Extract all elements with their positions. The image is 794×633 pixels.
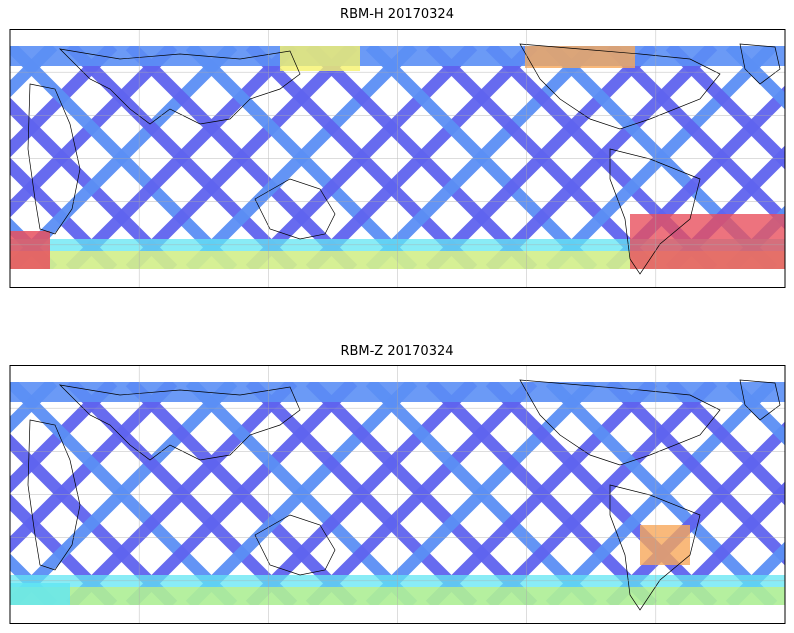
coastline bbox=[519, 379, 721, 466]
orbit-swath bbox=[425, 46, 658, 269]
orbit-swath bbox=[10, 46, 58, 98]
orbit-swath bbox=[65, 46, 298, 269]
orbit-swath bbox=[790, 46, 794, 269]
orbit-swath bbox=[125, 46, 358, 269]
orbit-swath bbox=[245, 382, 478, 605]
map-panel-bottom bbox=[9, 365, 794, 624]
orbit-swath bbox=[725, 382, 785, 446]
coastline bbox=[27, 419, 81, 571]
orbit-swath bbox=[125, 382, 358, 605]
panel-title-bottom: RBM-Z 20170324 bbox=[340, 344, 454, 359]
orbit-swath bbox=[305, 46, 538, 269]
orbit-swath bbox=[10, 46, 238, 269]
orbit-swath bbox=[10, 493, 118, 605]
orbit-swath bbox=[10, 553, 58, 605]
orbit-swath bbox=[365, 382, 598, 605]
map-panel-top bbox=[9, 29, 794, 288]
coastline bbox=[739, 379, 781, 421]
orbit-swath bbox=[10, 382, 58, 434]
coastlines bbox=[27, 43, 781, 275]
warm-region-north-2 bbox=[280, 46, 360, 71]
coastline bbox=[739, 43, 781, 85]
orbit-swath bbox=[605, 46, 785, 230]
orbit-swath bbox=[65, 382, 298, 605]
coastline bbox=[27, 83, 81, 235]
orbit-swath bbox=[10, 97, 178, 269]
coastline bbox=[254, 178, 336, 240]
orbit-swath bbox=[185, 382, 418, 605]
orbit-swath bbox=[10, 46, 118, 158]
warm-region-east bbox=[640, 525, 690, 565]
coastline bbox=[609, 148, 701, 275]
cool-region-west bbox=[10, 583, 70, 605]
gridlines bbox=[10, 365, 785, 624]
orbit-swath bbox=[245, 46, 478, 269]
orbit-swath bbox=[305, 382, 538, 605]
orbit-swath bbox=[605, 382, 785, 566]
map-frame bbox=[9, 29, 786, 288]
orbit-swath bbox=[725, 541, 785, 605]
coastline bbox=[58, 384, 301, 461]
orbit-swath bbox=[790, 46, 794, 269]
orbit-swath bbox=[10, 157, 118, 269]
orbit-swath bbox=[10, 433, 178, 605]
orbit-swath bbox=[10, 382, 118, 494]
coastline bbox=[254, 514, 336, 576]
hot-region-west bbox=[10, 231, 50, 269]
orbit-swath bbox=[10, 382, 238, 605]
coastlines bbox=[27, 379, 781, 611]
orbit-swath bbox=[725, 46, 785, 110]
orbit-swath bbox=[545, 382, 778, 605]
orbit-swath bbox=[425, 382, 658, 605]
orbit-swath bbox=[365, 46, 598, 269]
orbit-swath bbox=[485, 382, 718, 605]
orbit-swath bbox=[665, 46, 785, 170]
gridlines bbox=[10, 29, 785, 288]
orbit-swath bbox=[790, 382, 794, 605]
hot-region-east bbox=[630, 214, 785, 269]
map-frame bbox=[9, 365, 786, 624]
panel-title-top: RBM-H 20170324 bbox=[340, 7, 454, 22]
coastline bbox=[519, 43, 721, 130]
coastline bbox=[609, 484, 701, 611]
orbit-swath bbox=[185, 46, 418, 269]
orbit-swath bbox=[790, 382, 794, 605]
orbit-swath bbox=[665, 382, 785, 506]
coastline bbox=[58, 48, 301, 125]
